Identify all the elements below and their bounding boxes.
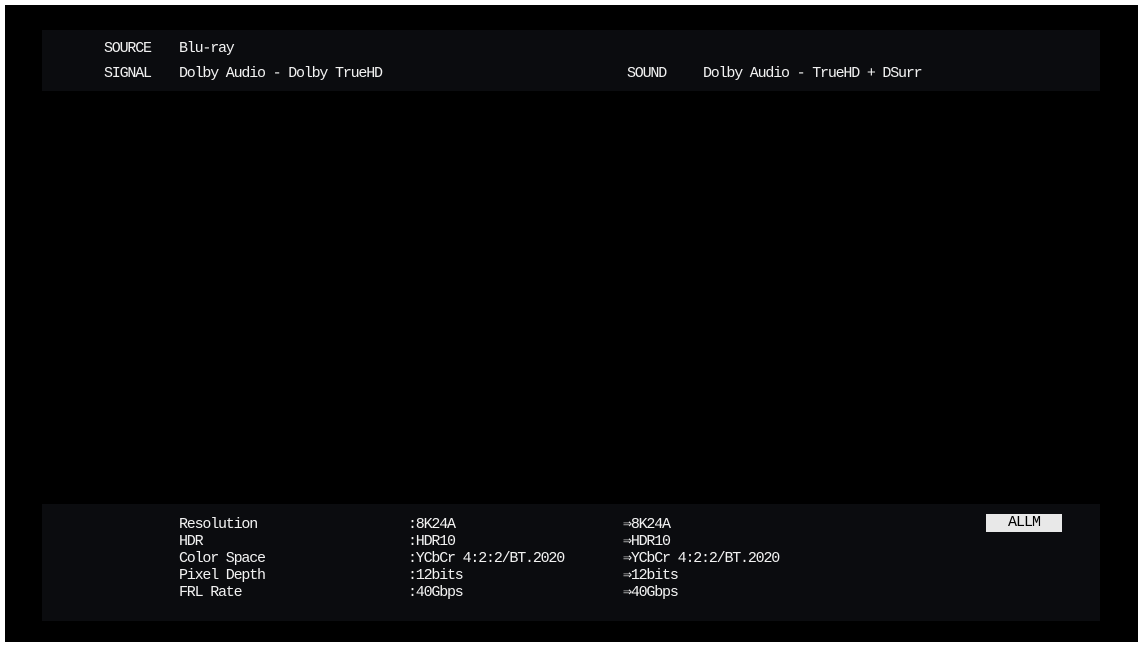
row-output: ⇒YCbCr 4:2:2/BT.2020 <box>623 550 780 567</box>
sound-label: SOUND <box>627 65 667 82</box>
row-output: ⇒12bits <box>623 567 679 584</box>
signal-value: Dolby Audio - Dolby TrueHD <box>179 65 383 82</box>
source-value: Blu-ray <box>179 40 235 57</box>
row-label: FRL Rate <box>179 584 243 601</box>
info-row-resolution: Resolution :8K24A ⇒8K24A <box>42 517 1100 534</box>
video-info-panel: Resolution :8K24A ⇒8K24A HDR :HDR10 ⇒HDR… <box>42 504 1100 621</box>
row-output: ⇒HDR10 <box>623 533 671 550</box>
osd-screen: SOURCE Blu-ray SIGNAL Dolby Audio - Dolb… <box>5 5 1138 642</box>
row-input: :YCbCr 4:2:2/BT.2020 <box>408 550 565 567</box>
info-row-frl-rate: FRL Rate :40Gbps ⇒40Gbps <box>42 585 1100 602</box>
info-row-hdr: HDR :HDR10 ⇒HDR10 <box>42 534 1100 551</box>
allm-badge: ALLM <box>986 514 1062 532</box>
info-row-color-space: Color Space :YCbCr 4:2:2/BT.2020 ⇒YCbCr … <box>42 551 1100 568</box>
info-row-pixel-depth: Pixel Depth :12bits ⇒12bits <box>42 568 1100 585</box>
row-input: :40Gbps <box>408 584 464 601</box>
row-output: ⇒40Gbps <box>623 584 679 601</box>
row-label: HDR <box>179 533 204 550</box>
row-input: :8K24A <box>408 516 456 533</box>
sound-value: Dolby Audio - TrueHD + DSurr <box>703 65 923 82</box>
row-input: :HDR10 <box>408 533 456 550</box>
row-label: Color Space <box>179 550 266 567</box>
row-label: Pixel Depth <box>179 567 266 584</box>
signal-info-panel: SOURCE Blu-ray SIGNAL Dolby Audio - Dolb… <box>42 30 1100 91</box>
row-output: ⇒8K24A <box>623 516 671 533</box>
source-label: SOURCE <box>104 40 152 57</box>
row-input: :12bits <box>408 567 464 584</box>
row-label: Resolution <box>179 516 258 533</box>
signal-label: SIGNAL <box>104 65 152 82</box>
